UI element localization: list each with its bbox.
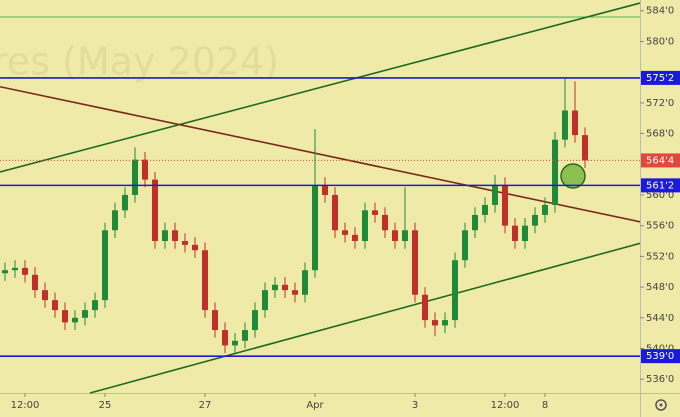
price-badge-label: 575'2	[646, 73, 674, 84]
candle-body	[572, 110, 578, 136]
y-tick-label: 572'0	[646, 98, 674, 109]
y-tick-label: 580'0	[646, 36, 674, 47]
candle-body	[52, 300, 58, 311]
candle-body	[242, 330, 248, 341]
candle-body	[332, 194, 338, 231]
candle-body	[2, 270, 8, 274]
candle-body	[302, 270, 308, 295]
candle-body	[92, 300, 98, 311]
watermark: res (May 2024)	[0, 40, 279, 84]
x-tick-label: 3	[412, 400, 418, 411]
y-tick-label: 548'0	[646, 282, 674, 293]
candle-body	[122, 194, 128, 211]
candle-body	[372, 210, 378, 215]
candle-body	[82, 310, 88, 318]
price-badge	[641, 349, 680, 364]
candle-body	[272, 284, 278, 291]
candle-body	[262, 290, 268, 311]
y-tick-label: 584'0	[646, 6, 674, 17]
x-tick-label: 25	[99, 400, 112, 411]
candle-body	[412, 230, 418, 295]
candle-body	[362, 210, 368, 242]
candle-body	[432, 320, 438, 326]
x-tick-label: 27	[199, 400, 212, 411]
x-tick-label: 8	[542, 400, 548, 411]
candle-body	[112, 210, 118, 231]
candle-body	[202, 250, 208, 311]
price-badge-label: 564'4	[646, 155, 674, 166]
y-tick-label: 552'0	[646, 251, 674, 262]
candle-body	[322, 184, 328, 195]
candle-body	[282, 284, 288, 291]
settings-icon[interactable]	[655, 399, 667, 411]
candle-body	[252, 310, 258, 331]
candle-body	[522, 225, 528, 242]
candle-body	[342, 230, 348, 235]
candle-body	[542, 204, 548, 215]
y-tick-label: 560'0	[646, 190, 674, 201]
candle-body	[12, 267, 18, 271]
price-badge	[641, 153, 680, 168]
candle-body	[102, 230, 108, 301]
y-tick-label: 568'0	[646, 129, 674, 140]
trend-line	[89, 242, 641, 394]
annotation-circle	[560, 163, 586, 189]
candle-body	[232, 340, 238, 346]
candle-body	[132, 159, 138, 195]
candle-body	[152, 179, 158, 242]
y-tick-label: 536'0	[646, 374, 674, 385]
price-badge	[641, 70, 680, 85]
price-badge-label: 539'0	[646, 351, 674, 362]
candle-body	[452, 260, 458, 321]
candle-body	[312, 184, 318, 271]
candle-body	[192, 244, 198, 251]
candle-body	[42, 290, 48, 301]
price-badge-label: 561'2	[646, 180, 674, 191]
candle-body	[502, 184, 508, 226]
candle-body	[352, 234, 358, 242]
candle-body	[582, 135, 588, 161]
candle-body	[442, 320, 448, 326]
trend-line	[0, 2, 641, 173]
plot	[0, 2, 641, 394]
candle-body	[142, 159, 148, 180]
candle-body	[32, 274, 38, 291]
candle-body	[212, 310, 218, 331]
candle-body	[482, 204, 488, 215]
candle-body	[472, 214, 478, 231]
candle-body	[72, 317, 78, 323]
candle-body	[562, 110, 568, 140]
x-tick-label: 12:00	[491, 400, 520, 411]
candle-body	[462, 230, 468, 261]
candle-body	[222, 330, 228, 346]
candle-body	[512, 225, 518, 242]
x-tick-label: Apr	[306, 400, 324, 411]
y-tick-label: 544'0	[646, 313, 674, 324]
candle-body	[22, 267, 28, 275]
y-tick-label: 556'0	[646, 221, 674, 232]
candle-body	[422, 294, 428, 321]
candle-body	[62, 310, 68, 323]
trend-line	[0, 85, 641, 223]
candle-body	[392, 230, 398, 242]
candle-body	[162, 230, 168, 242]
candle-body	[492, 184, 498, 205]
candle-body	[402, 230, 408, 242]
price-badge	[641, 178, 680, 193]
candle-body	[292, 290, 298, 295]
candle-body	[172, 230, 178, 242]
y-tick-label: 540'0	[646, 343, 674, 354]
candle-body	[532, 214, 538, 226]
x-tick-label: 12:00	[11, 400, 40, 411]
candle-body	[182, 241, 188, 245]
candle-body	[382, 214, 388, 231]
candle-body	[552, 139, 558, 205]
